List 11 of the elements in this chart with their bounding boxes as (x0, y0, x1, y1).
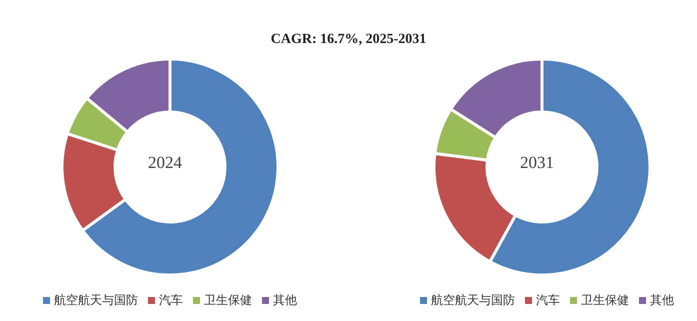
legend-label: 汽车 (535, 292, 560, 309)
legend-label: 汽车 (158, 292, 183, 309)
legend-label: 航空航天与国防 (53, 292, 138, 309)
legend-label: 卫生保健 (580, 292, 629, 309)
legend-label: 其他 (272, 292, 297, 309)
text: CAGR: 16.7%, 2025-2031 (270, 32, 428, 48)
text: 2031 (520, 153, 554, 172)
text: 2024 (148, 153, 182, 172)
legend-label: 其他 (649, 292, 674, 309)
legend-label: 卫生保健 (203, 292, 252, 309)
legend-label: 航空航天与国防 (430, 292, 515, 309)
